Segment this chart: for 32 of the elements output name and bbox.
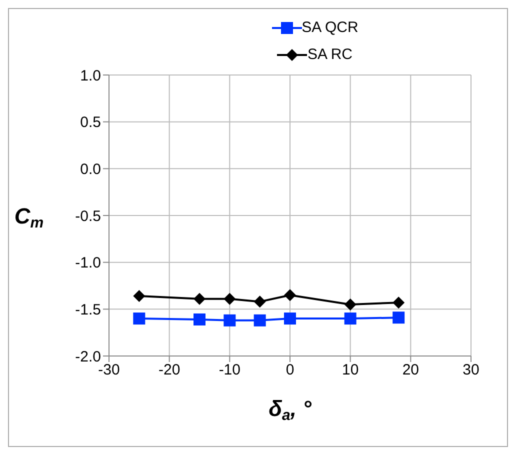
point: [284, 289, 296, 302]
point: [392, 296, 405, 309]
y-tick-label: 0.5: [80, 114, 101, 132]
point: [224, 314, 236, 326]
point: [344, 312, 356, 325]
point: [254, 296, 266, 308]
x-tick-label: -10: [218, 362, 241, 379]
x-tick-label: 10: [342, 362, 359, 379]
x-axis-title: δ$_{a}$, °: [268, 396, 312, 424]
point: [194, 292, 206, 305]
x-tick-label: 20: [402, 362, 420, 379]
legend-label: SA QCR: [302, 19, 358, 36]
y-axis-title: C$_{m}$: [14, 204, 44, 232]
x-tick-label: 30: [462, 362, 480, 379]
y-tick-label: -2.0: [75, 348, 101, 366]
y-tick-label: 1.0: [80, 67, 101, 84]
x-tick-label: -30: [98, 362, 120, 379]
x-tick-label: -20: [158, 362, 180, 379]
point: [194, 313, 206, 326]
point: [133, 290, 146, 302]
point: [224, 292, 236, 305]
point: [133, 312, 146, 325]
legend-label: SA RC: [307, 46, 352, 63]
y-tick-label: -1.0: [75, 254, 101, 272]
y-tick-label: 0.0: [80, 160, 101, 178]
point: [254, 314, 266, 326]
point: [344, 298, 356, 310]
point: [392, 312, 405, 324]
point: [284, 312, 296, 325]
y-tick-label: -0.5: [75, 208, 101, 225]
x-tick-label: 0: [286, 362, 294, 379]
y-tick-label: -1.5: [75, 301, 101, 318]
